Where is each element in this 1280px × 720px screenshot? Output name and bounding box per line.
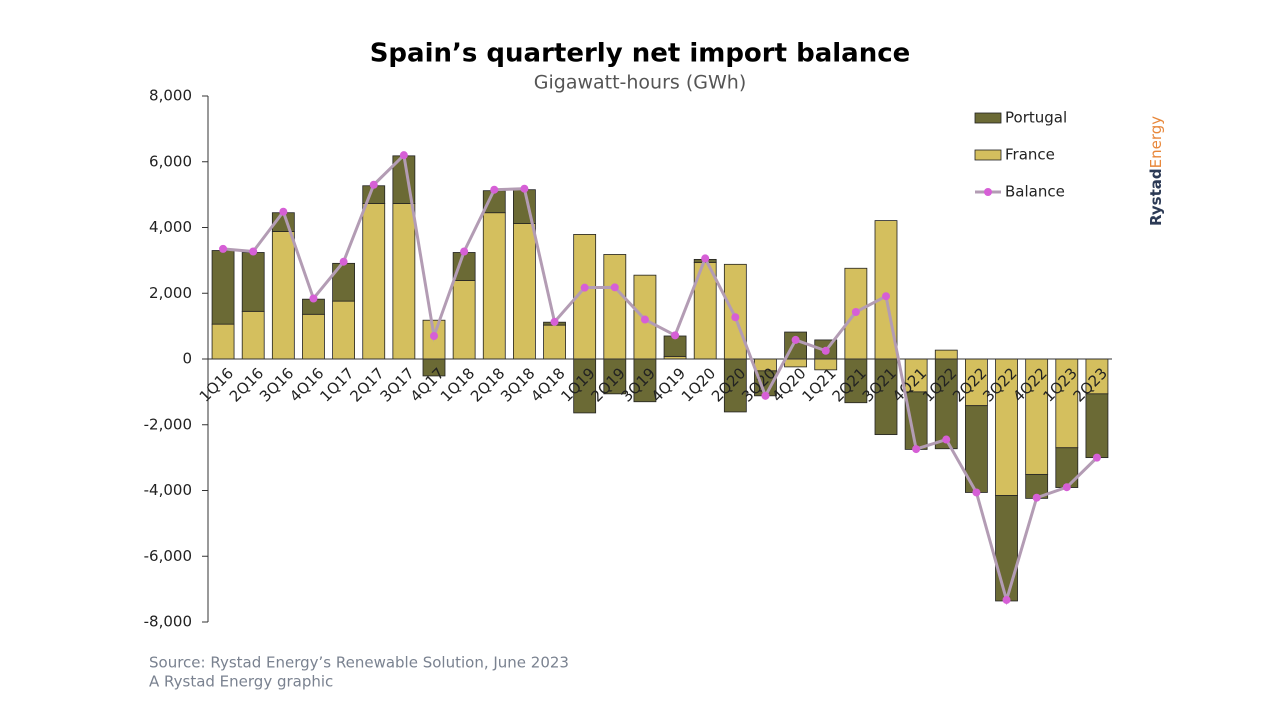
legend-swatch: [974, 112, 1002, 124]
bar-segment: [211, 250, 235, 325]
point: [520, 184, 529, 193]
x-tick-label: 3Q18: [497, 364, 538, 405]
point: [610, 283, 619, 292]
point: [731, 313, 740, 322]
bar-segment: [241, 252, 265, 312]
bar-segment: [211, 323, 235, 360]
bar-segment: [934, 349, 958, 360]
point: [821, 346, 830, 355]
point: [430, 331, 438, 340]
point: [1092, 453, 1101, 462]
source: Source: Rystad Energy’s Renewable Soluti…: [149, 654, 569, 672]
x-tick-label: 3Q17: [377, 364, 418, 405]
credit: A Rystad Energy graphic: [149, 673, 333, 691]
point: [972, 488, 981, 497]
point: [851, 307, 860, 316]
y-tick-label: -8,000: [144, 613, 192, 631]
logo-part: Rystad: [1147, 168, 1165, 226]
point: [1032, 493, 1041, 502]
point: [1002, 595, 1011, 604]
x-tick-label: 2Q16: [226, 364, 267, 405]
chart-title: Spain’s quarterly net import balance: [370, 39, 911, 69]
x-tick-label: 2Q17: [346, 364, 387, 405]
line: [222, 152, 1098, 606]
y-tick-label: 4,000: [149, 218, 192, 236]
legend-marker: [984, 188, 992, 196]
bar-segment: [452, 280, 476, 360]
bar-segment: [723, 263, 747, 360]
chart-subtitle: Gigawatt-hours (GWh): [534, 72, 746, 94]
bar-segment: [392, 203, 416, 360]
y-tick-label: -6,000: [144, 547, 192, 565]
point: [912, 445, 921, 454]
bar-segment: [513, 223, 536, 360]
point: [490, 185, 499, 194]
bar-segment: [241, 310, 265, 360]
point: [882, 292, 890, 301]
bar-segment: [603, 254, 627, 360]
legend-label: Portugal: [1005, 109, 1067, 127]
point: [309, 294, 318, 303]
logo-part: Energy: [1147, 116, 1165, 169]
y-tick-label: 0: [182, 350, 192, 368]
bar-segment: [543, 324, 566, 360]
bar-segment: [362, 203, 386, 360]
point: [550, 317, 559, 326]
point: [249, 247, 258, 256]
point: [279, 207, 288, 216]
x-tick-label: 3Q16: [256, 364, 297, 405]
bar-segment: [1085, 393, 1109, 459]
y-tick-label: -4,000: [144, 481, 192, 499]
x-tick-label: 4Q16: [286, 364, 327, 405]
x-tick-label: 1Q21: [798, 364, 839, 405]
point: [640, 315, 649, 324]
point: [339, 257, 348, 266]
bar-segment: [482, 190, 506, 214]
y-tick-label: 6,000: [149, 152, 192, 170]
point: [791, 335, 800, 344]
bar-segment: [332, 300, 356, 360]
point: [942, 435, 951, 444]
point: [219, 244, 228, 253]
x-tick-label: 2Q18: [467, 364, 508, 405]
point: [1062, 483, 1071, 492]
x-tick-label: 4Q18: [527, 364, 568, 405]
legend-label: Balance: [1005, 183, 1065, 201]
bar-segment: [302, 313, 325, 360]
bar-segment: [904, 391, 928, 450]
point: [671, 331, 680, 340]
legend-swatch: [974, 149, 1002, 161]
x-tick-label: 1Q17: [316, 364, 357, 405]
bar-segment: [482, 212, 506, 360]
y-tick-label: 8,000: [149, 87, 192, 105]
y-tick-label: -2,000: [144, 415, 192, 433]
x-tick-label: 1Q16: [196, 364, 237, 405]
logo: RystadEnergy: [1147, 116, 1165, 226]
point: [761, 391, 770, 400]
bar-segment: [271, 231, 295, 360]
x-tick-label: 1Q20: [678, 364, 719, 405]
point: [399, 151, 408, 160]
legend-label: France: [1005, 146, 1055, 164]
point: [369, 180, 378, 189]
point: [580, 283, 589, 292]
bar-segment: [995, 495, 1018, 602]
y-tick-label: 2,000: [149, 284, 192, 302]
point: [701, 254, 710, 263]
point: [460, 247, 469, 256]
